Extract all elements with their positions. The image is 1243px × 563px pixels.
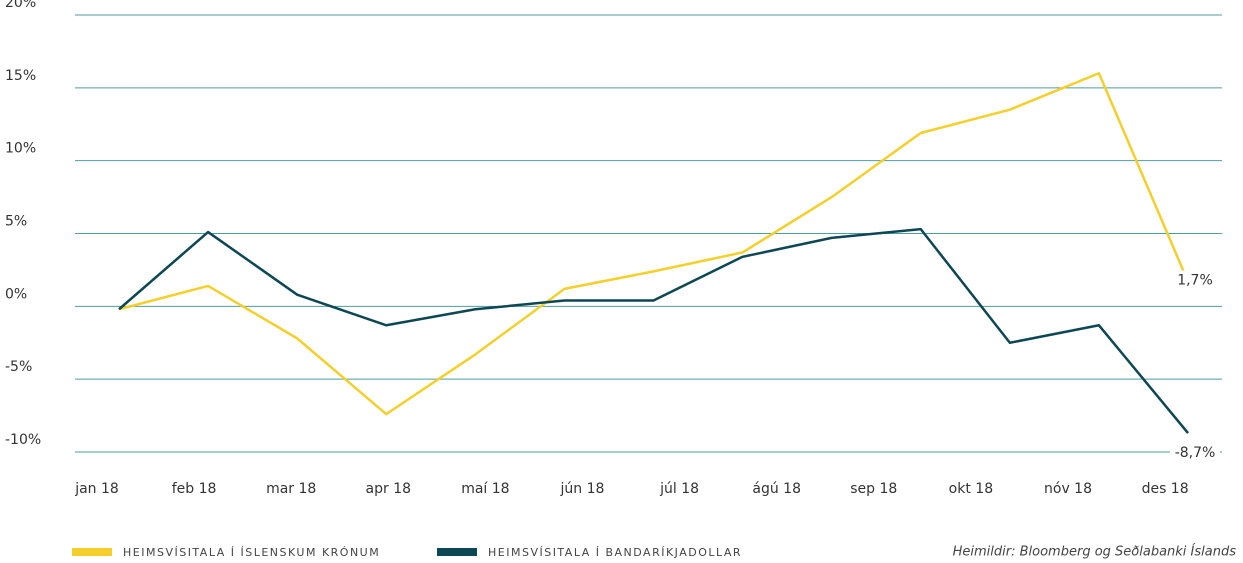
line — [118, 72, 1190, 416]
x-tick-label: júl 18 — [659, 481, 699, 497]
y-tick-label: -10% — [5, 432, 41, 448]
x-tick-label: des 18 — [1142, 481, 1189, 497]
y-tick-label: 5% — [5, 214, 27, 230]
x-tick-label: jún 18 — [560, 481, 605, 497]
x-tick-label: okt 18 — [949, 481, 993, 497]
x-tick-label: jan 18 — [74, 481, 119, 497]
x-tick-label: ágú 18 — [752, 481, 801, 497]
legend-label: HEIMSVÍSITALA Í ÍSLENSKUM KRÓNUM — [123, 546, 380, 559]
y-tick-label: 15% — [5, 68, 36, 84]
y-tick-label: 20% — [5, 0, 36, 11]
label-bg — [1170, 443, 1220, 464]
x-tick-label: mar 18 — [266, 481, 316, 497]
data-label: 1,7% — [1177, 273, 1213, 289]
y-tick-label: 0% — [5, 286, 27, 302]
y-tick-label: 10% — [5, 141, 36, 157]
label-bg — [1170, 270, 1220, 291]
data-label: -8,7% — [1175, 445, 1216, 461]
source: Heimildir: Bloomberg og Seðlabanki Íslan… — [953, 544, 1237, 560]
legend-swatch — [437, 548, 477, 556]
x-tick-label: nóv 18 — [1044, 481, 1092, 497]
x-tick-label: feb 18 — [172, 481, 217, 497]
x-tick-label: sep 18 — [850, 481, 897, 497]
x-tick-label: apr 18 — [366, 481, 412, 497]
legend-swatch — [72, 548, 112, 556]
line — [118, 227, 1189, 434]
legend-label: HEIMSVÍSITALA Í BANDARÍKJADOLLAR — [488, 546, 742, 559]
y-tick-label: -5% — [5, 359, 32, 375]
x-tick-label: maí 18 — [461, 481, 509, 497]
